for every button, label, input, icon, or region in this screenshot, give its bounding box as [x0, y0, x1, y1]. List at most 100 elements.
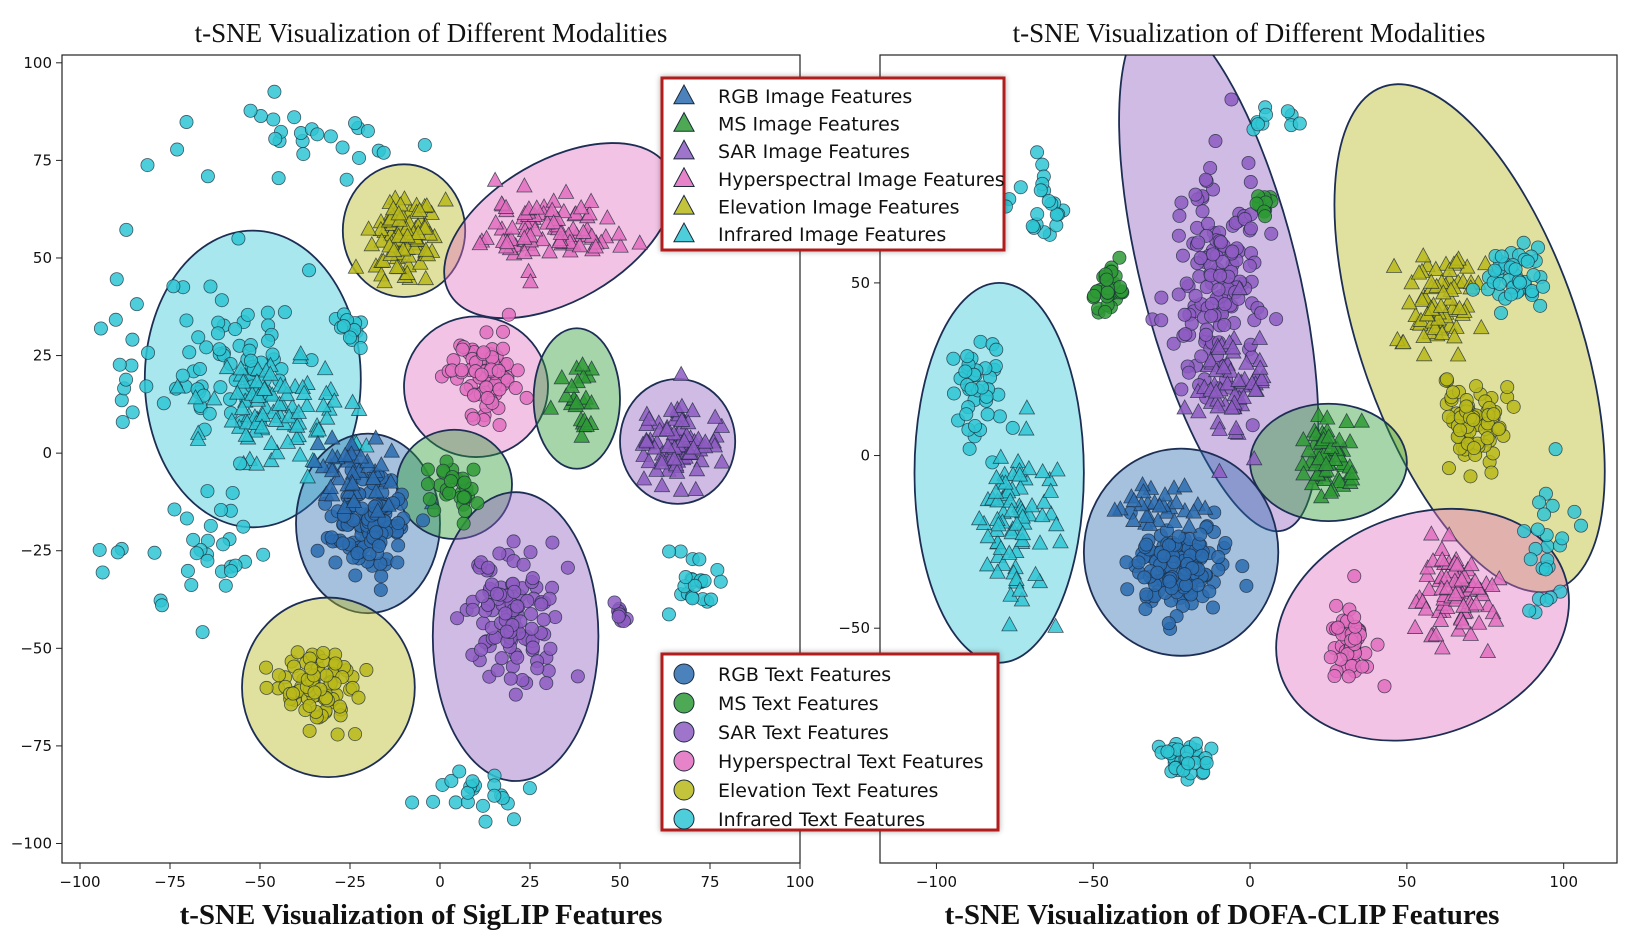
siglip-point-elevation-text	[285, 686, 300, 701]
dofa-clip-point-sar-text	[1188, 288, 1203, 303]
siglip-point-hyperspectral-image	[487, 214, 505, 230]
dofa-clip-point-infrared-text	[1041, 193, 1056, 208]
siglip-point-elevation-image	[347, 258, 365, 274]
dofa-clip-point-hyperspectral-image	[1479, 642, 1497, 658]
siglip-point-infrared-text	[141, 345, 156, 360]
siglip-point-infrared-text	[376, 145, 391, 160]
dofa-clip-plot-content	[913, 55, 1606, 787]
siglip-point-rgb-image	[344, 475, 361, 491]
siglip-point-infrared-text	[195, 625, 210, 640]
dofa-clip-point-hyperspectral-image	[1432, 611, 1450, 627]
dofa-clip-point-ms-text	[1258, 209, 1273, 224]
siglip-point-rgb-text	[391, 538, 406, 553]
siglip-point-hyperspectral-image	[575, 223, 592, 239]
text-legend-frame	[660, 652, 1000, 832]
siglip-point-ms-image	[553, 368, 571, 385]
dofa-clip-point-rgb-text	[1175, 598, 1190, 613]
siglip-point-ms-text	[420, 462, 435, 477]
dofa-clip-point-sar-text	[1181, 365, 1196, 380]
dofa-clip-point-elevation-text	[1484, 465, 1499, 480]
siglip-point-rgb-text	[390, 555, 405, 570]
siglip-point-sar-text	[481, 560, 496, 575]
siglip-point-infrared-image	[187, 389, 204, 405]
legend-text-marker-hyperspectral	[673, 750, 695, 772]
siglip-point-hyperspectral-image	[572, 199, 590, 215]
siglip-point-rgb-text	[310, 543, 325, 558]
siglip-ytick-label: −50	[20, 639, 52, 657]
siglip-point-elevation-text	[307, 685, 322, 700]
siglip-point-infrared-image	[169, 378, 186, 394]
siglip-point-infrared-text	[506, 812, 521, 827]
siglip-point-infrared-image	[232, 360, 250, 376]
siglip-point-infrared-text	[167, 502, 182, 517]
dofa-clip-point-ms-image	[1295, 431, 1312, 447]
dofa-clip-point-infrared-text	[1492, 276, 1507, 291]
dofa-clip-point-infrared-image	[1047, 617, 1064, 633]
siglip-point-infrared-image	[295, 384, 313, 400]
siglip-point-elevation-image	[437, 191, 454, 207]
siglip-point-rgb-image	[336, 446, 354, 462]
siglip-point-hyperspectral-image	[471, 234, 489, 251]
siglip-point-infrared-text	[223, 564, 238, 579]
siglip-point-infrared-image	[234, 373, 252, 389]
siglip-panel: t-SNE Visualization of Different Modalit…	[11, 18, 815, 931]
dofa-clip-point-rgb-image	[1196, 499, 1214, 515]
dofa-clip-ytick-label: 0	[860, 447, 870, 465]
dofa-clip-point-hyperspectral-image	[1490, 569, 1508, 586]
dofa-clip-point-infrared-text	[1199, 755, 1214, 770]
dofa-clip-point-sar-text	[1171, 228, 1186, 243]
siglip-point-sar-text	[548, 610, 563, 625]
siglip-point-infrared-image	[279, 433, 297, 449]
dofa-clip-point-infrared-text	[1033, 183, 1048, 198]
dofa-clip-point-elevation-image	[1427, 260, 1445, 276]
siglip-point-infrared-image	[310, 421, 328, 437]
siglip-point-infrared-text	[200, 553, 215, 568]
siglip-point-elevation-image	[417, 269, 435, 286]
siglip-point-infrared-text	[139, 379, 154, 394]
siglip-point-infrared-text	[417, 137, 432, 152]
dofa-clip-point-sar-image	[1223, 399, 1241, 415]
dofa-clip-point-infrared-text	[1536, 279, 1551, 294]
siglip-point-sar-text	[516, 557, 531, 572]
siglip-point-hyperspectral-image	[612, 237, 629, 253]
siglip-ytick-label: 100	[23, 54, 52, 72]
dofa-clip-point-ms-image	[1331, 472, 1348, 488]
siglip-point-infrared-text	[125, 405, 140, 420]
dofa-clip-point-sar-image	[1215, 359, 1233, 375]
dofa-clip-point-elevation-image	[1432, 297, 1450, 313]
dofa-clip-point-infrared-image	[979, 527, 997, 544]
siglip-caption: t-SNE Visualization of SigLIP Features	[180, 899, 663, 931]
dofa-clip-point-rgb-image	[1168, 493, 1185, 510]
dofa-clip-point-ms-text	[1099, 272, 1114, 287]
siglip-point-sar-image	[684, 401, 701, 418]
dofa-clip-point-infrared-text	[958, 364, 973, 379]
dofa-clip-point-sar-text	[1172, 208, 1187, 223]
dofa-clip-point-infrared-text	[980, 407, 995, 422]
siglip-point-infrared-text	[200, 169, 215, 184]
siglip-point-sar-text	[510, 599, 525, 614]
siglip-point-sar-text	[523, 607, 538, 622]
dofa-clip-point-ms-image	[1322, 483, 1340, 499]
dofa-clip-point-infrared-image	[1018, 399, 1036, 415]
siglip-point-sar-text	[543, 641, 558, 656]
legend-text-marker-sar	[673, 721, 695, 743]
siglip-point-infrared-image	[248, 372, 266, 389]
siglip-point-ms-text	[470, 496, 485, 511]
legend-image-label-elevation: Elevation Image Features	[718, 196, 960, 218]
siglip-point-hyperspectral-image	[534, 230, 551, 247]
dofa-clip-point-ms-image	[1300, 441, 1318, 458]
dofa-clip-point-sar-image	[1245, 449, 1263, 466]
siglip-ytick-label: −25	[20, 542, 52, 560]
siglip-point-sar-image	[672, 481, 690, 497]
siglip-point-infrared-image	[358, 437, 375, 453]
siglip-point-infrared-text	[124, 358, 139, 373]
dofa-clip-point-rgb-text	[1177, 567, 1192, 582]
legend-text-marker-elevation	[673, 779, 695, 801]
dofa-clip-point-ms-image	[1326, 450, 1344, 466]
siglip-point-infrared-image	[291, 446, 309, 462]
siglip-point-infrared-text	[200, 484, 215, 499]
dofa-clip-point-rgb-text	[1193, 527, 1208, 542]
dofa-clip-point-rgb-text	[1119, 555, 1134, 570]
dofa-clip-point-sar-image	[1227, 419, 1245, 435]
siglip-point-infrared-text	[243, 353, 258, 368]
